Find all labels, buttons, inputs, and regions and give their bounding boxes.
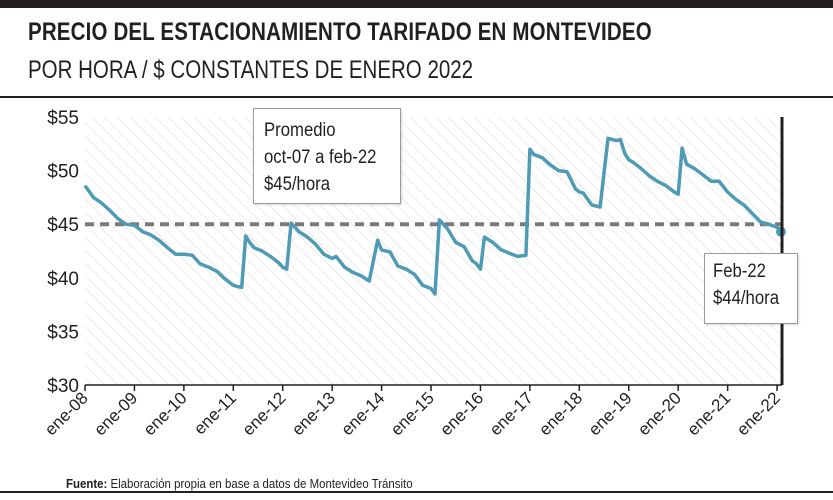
last-annotation-line1: Feb-22: [713, 261, 766, 282]
x-tick-label: ene-09: [90, 388, 141, 439]
source-text: Elaboración propia en base a datos de Mo…: [107, 476, 413, 491]
y-tick-label: $45: [47, 215, 79, 236]
x-tick-label: ene-10: [140, 388, 191, 439]
top-bar: [0, 0, 833, 8]
x-tick-label: ene-16: [436, 388, 487, 439]
plot-background: [85, 117, 782, 385]
series-line: [83, 136, 783, 296]
x-tick-label: ene-17: [486, 388, 537, 439]
average-annotation-line3: $45/hora: [264, 174, 331, 195]
last-annotation-line2: $44/hora: [713, 288, 780, 309]
x-tick-label: ene-12: [239, 388, 290, 439]
x-tick-label: ene-19: [585, 388, 636, 439]
y-tick-label: $30: [47, 376, 79, 397]
last-value-annotation: Feb-22 $44/hora: [704, 253, 798, 324]
x-tick-label: ene-20: [634, 388, 685, 439]
source-note: Fuente: Elaboración propia en base a dat…: [66, 476, 413, 491]
average-annotation-line1: Promedio: [264, 120, 336, 141]
source-label: Fuente:: [66, 476, 108, 491]
y-tick-label: $55: [47, 108, 79, 129]
x-tick-label: ene-22: [733, 388, 784, 439]
x-tick-label: ene-11: [190, 388, 240, 438]
y-axis: $30 $35 $40 $45 $50 $55: [47, 108, 79, 397]
footer-divider: [0, 491, 833, 493]
y-tick-label: $50: [47, 162, 79, 183]
chart-title: PRECIO DEL ESTACIONAMIENTO TARIFADO EN M…: [28, 18, 652, 46]
x-tick-label: ene-15: [387, 388, 438, 439]
y-tick-label: $40: [47, 269, 79, 290]
x-tick-label: ene-14: [338, 388, 389, 439]
x-tick-label: ene-21: [684, 388, 735, 439]
average-annotation-line2: oct-07 a feb-22: [264, 147, 377, 168]
average-annotation: Promedio oct-07 a feb-22 $45/hora: [253, 108, 401, 204]
header-divider: [0, 96, 833, 98]
x-tick-label: ene-13: [288, 388, 339, 439]
x-tick-label: ene-18: [535, 388, 586, 439]
y-tick-label: $35: [47, 322, 79, 343]
chart-subtitle: POR HORA / $ CONSTANTES DE ENERO 2022: [28, 56, 474, 84]
